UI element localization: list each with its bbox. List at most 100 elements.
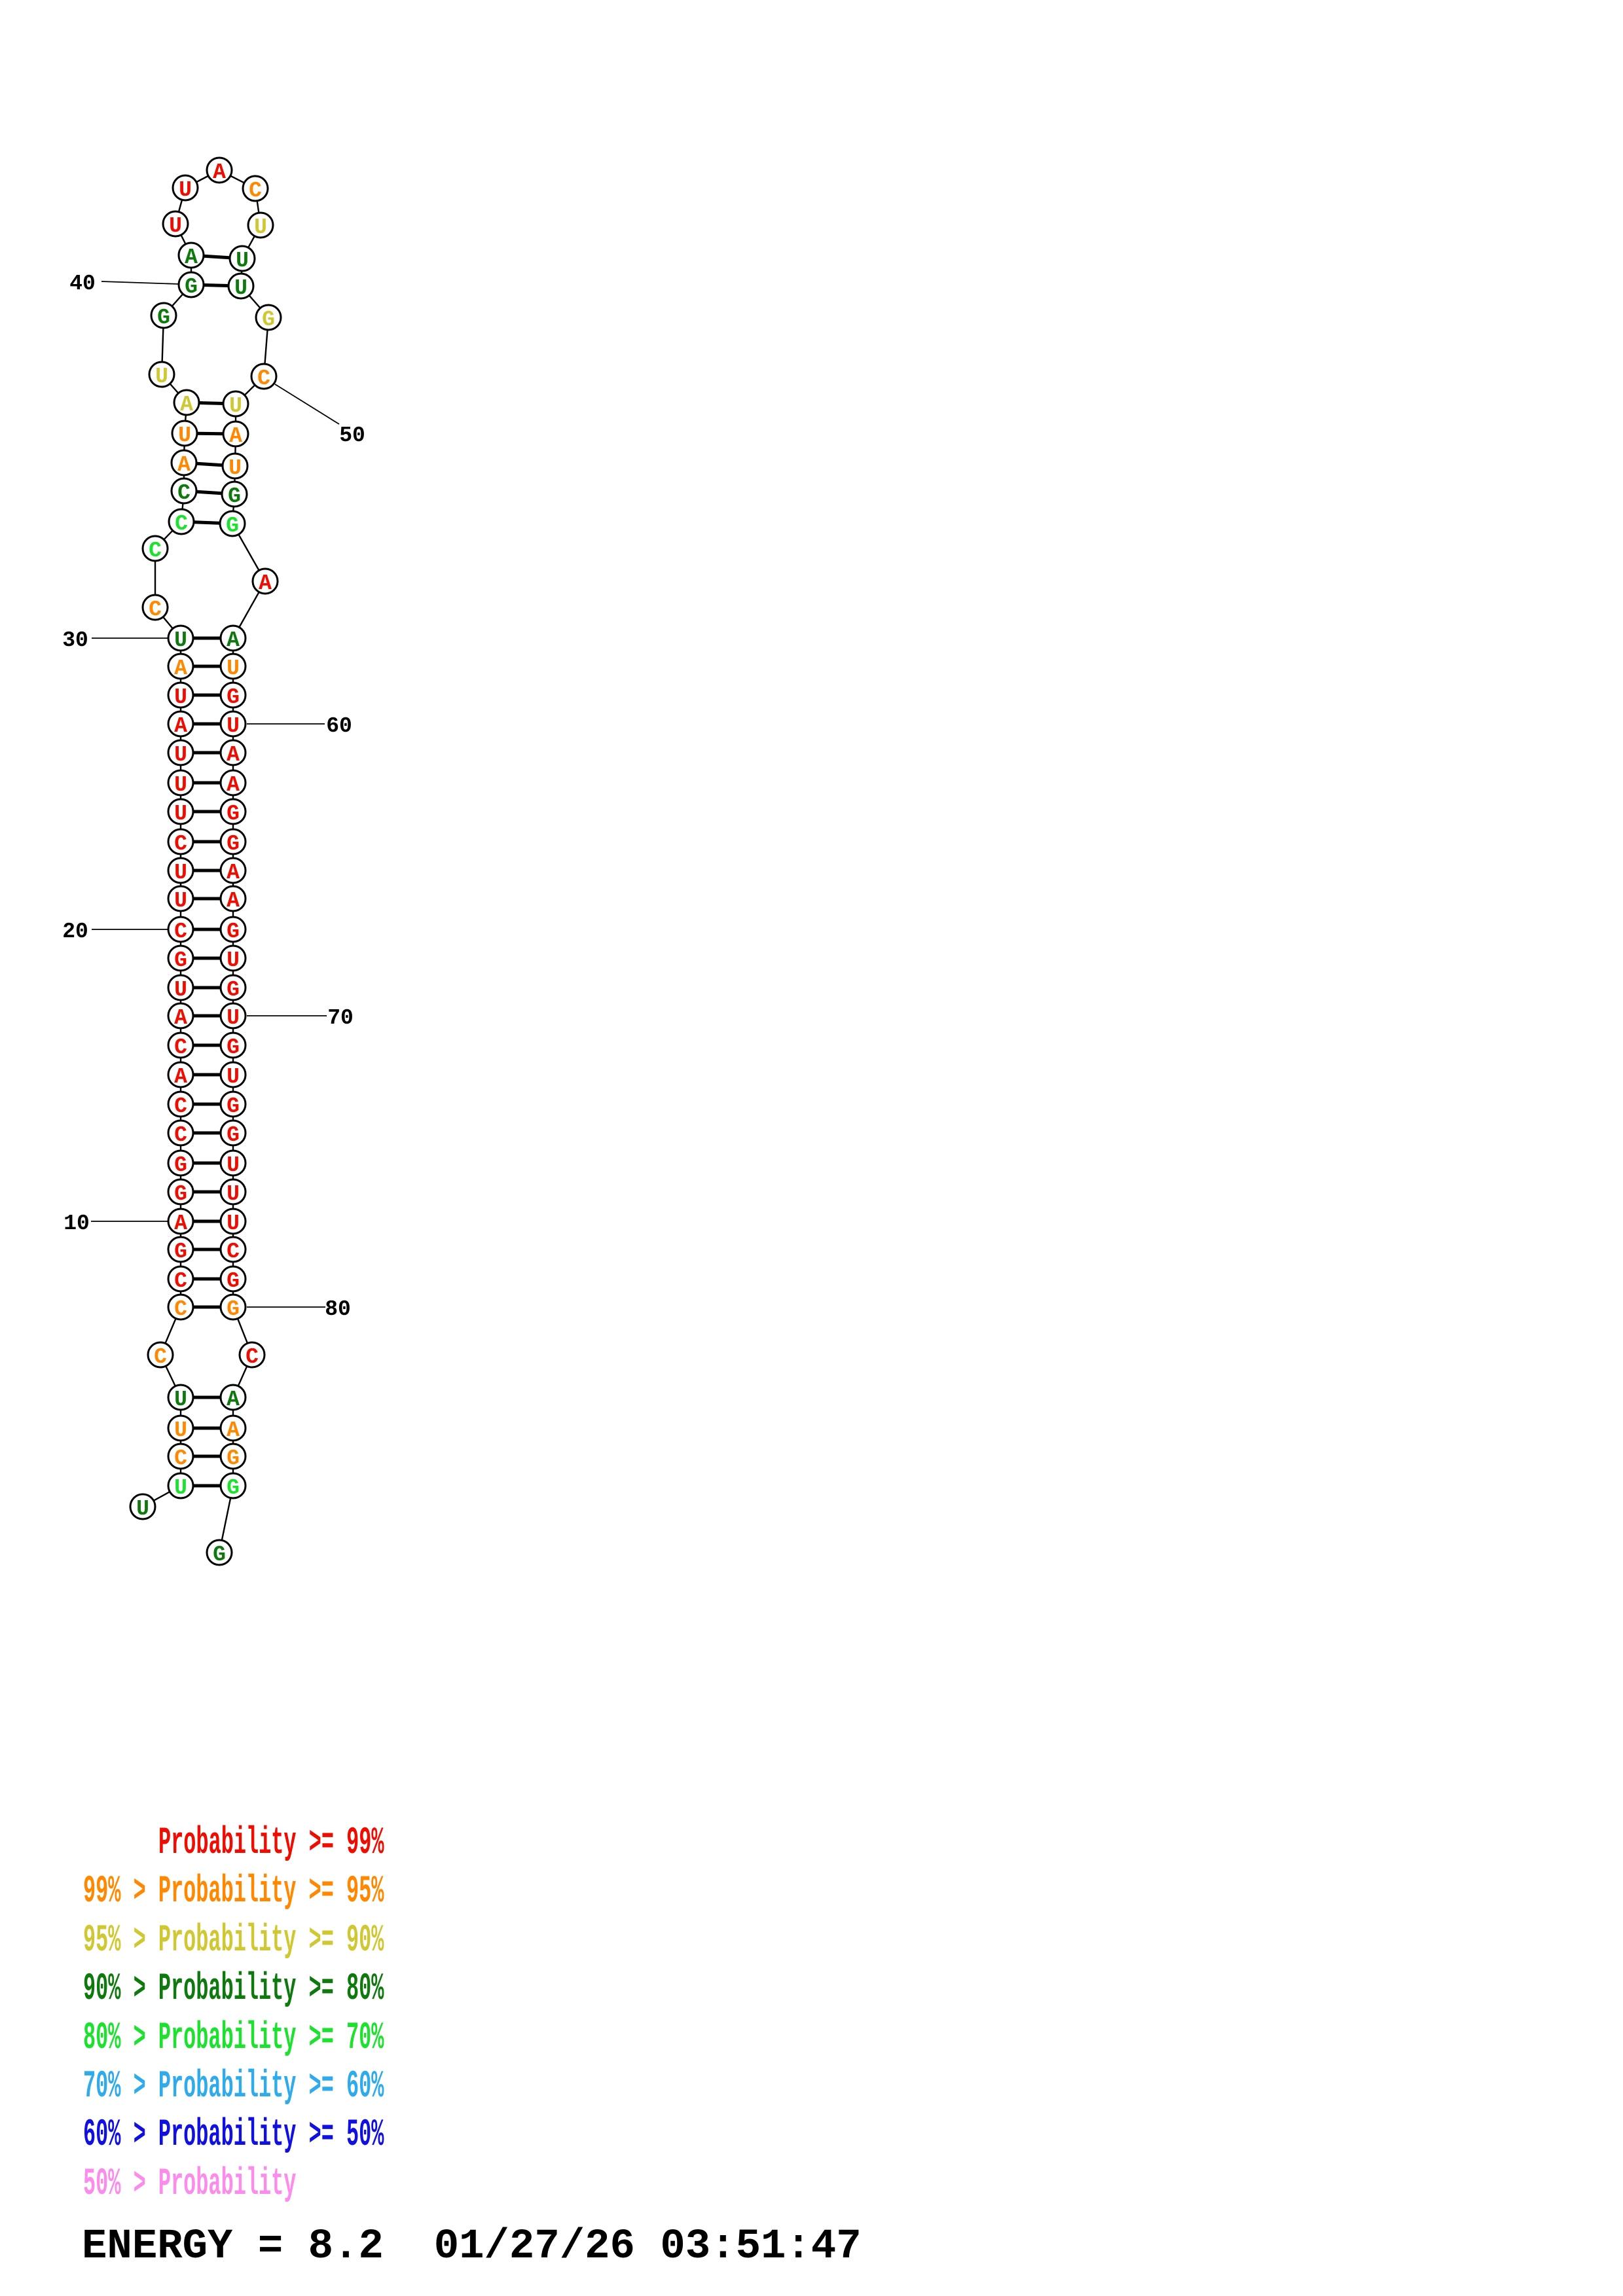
nucleotide-letter: A	[227, 1388, 240, 1412]
nucleotide-circle	[219, 1090, 247, 1118]
nucleotide-letter: G	[227, 1297, 240, 1321]
nucleotide-letter: C	[154, 1345, 167, 1369]
nucleotide-circle	[219, 1178, 247, 1206]
nucleotide-letter: U	[229, 394, 242, 418]
nucleotide-circle	[219, 798, 247, 825]
nucleotide-circle	[219, 1384, 247, 1411]
position-label: 80	[325, 1297, 351, 1321]
nucleotide-letter: A	[259, 571, 272, 596]
nucleotide-circle	[242, 175, 269, 202]
nucleotide-circle	[255, 304, 282, 331]
nucleotide-letter: U	[174, 743, 187, 767]
nucleotide-circle	[167, 1149, 194, 1177]
nucleotide-circle	[219, 828, 247, 855]
nucleotide-letter: U	[227, 1182, 240, 1206]
nucleotide-circle	[167, 828, 194, 855]
nucleotide-circle	[167, 1443, 194, 1470]
nucleotide-letter: C	[174, 1123, 187, 1147]
nucleotide-letter: A	[174, 714, 187, 738]
nucleotide-letter: A	[174, 656, 187, 681]
legend-row-p50: 60% > Probability >= 50%	[83, 2114, 384, 2157]
nucleotide-letter: C	[246, 1345, 259, 1369]
nucleotide-letter: U	[174, 978, 187, 1002]
nucleotide-circle	[238, 1341, 266, 1369]
nucleotide-circle	[167, 798, 194, 825]
nucleotide-letter: C	[227, 1240, 240, 1264]
nucleotide-letter: U	[234, 276, 247, 300]
nucleotide-letter: G	[227, 1446, 240, 1471]
nucleotide-circle	[170, 449, 198, 476]
nucleotide-letter: U	[174, 628, 187, 653]
nucleotide-circle	[221, 452, 249, 480]
nucleotide-circle	[173, 389, 200, 416]
nucleotide-letter: C	[174, 1269, 187, 1293]
nucleotide-letter: A	[174, 1006, 187, 1030]
nucleotide-letter: G	[227, 832, 240, 856]
nucleotide-circle	[167, 1236, 194, 1263]
nucleotide-circle	[167, 1472, 194, 1499]
nucleotide-circle	[167, 1208, 194, 1235]
nucleotide-letter: U	[174, 685, 187, 709]
position-label: 20	[62, 920, 88, 944]
nucleotide-letter: A	[227, 861, 240, 885]
nucleotide-circle	[148, 361, 175, 388]
nucleotide-circle	[167, 1031, 194, 1059]
nucleotide-circle	[206, 156, 233, 184]
nucleotide-circle	[167, 739, 194, 766]
legend-row-p95: 99% > Probability >= 95%	[83, 1871, 384, 1914]
nucleotide-letter: C	[174, 1035, 187, 1060]
position-label: 60	[326, 714, 352, 738]
nucleotide-circle	[219, 1149, 247, 1177]
nucleotide-circle	[206, 1539, 233, 1566]
nucleotide-letter: C	[177, 481, 191, 505]
nucleotide-letter: U	[174, 773, 187, 797]
nucleotide-letter: U	[227, 1065, 240, 1089]
nucleotide-circle	[167, 1119, 194, 1147]
energy-timestamp-line: ENERGY = 8.2 01/27/26 03:51:47	[82, 2223, 862, 2270]
nucleotide-circle	[167, 624, 194, 652]
nucleotide-circle	[219, 1443, 247, 1470]
nucleotide-letter: U	[174, 1418, 187, 1443]
nucleotide-letter: U	[254, 215, 267, 240]
nucleotide-letter: G	[227, 1123, 240, 1147]
nucleotide-letter: U	[179, 178, 192, 202]
nucleotide-letter: G	[227, 920, 240, 944]
nucleotide-circle	[219, 739, 247, 766]
nucleotide-circle	[167, 681, 194, 709]
nucleotide-circle	[219, 944, 247, 972]
nucleotide-circle	[147, 1341, 174, 1369]
nucleotide-letter: U	[178, 423, 191, 448]
legend-row-p80: 90% > Probability >= 80%	[83, 1968, 384, 2011]
nucleotide-letter: G	[227, 1094, 240, 1119]
nucleotide-circle	[219, 653, 247, 680]
nucleotide-circle	[171, 420, 198, 447]
nucleotide-circle	[219, 885, 247, 912]
nucleotide-letter: A	[227, 743, 240, 767]
nucleotide-letter: U	[174, 802, 187, 826]
nucleotide-circle	[167, 1414, 194, 1442]
nucleotide-circle	[247, 211, 274, 239]
nucleotide-letter: G	[185, 275, 198, 299]
nucleotide-letter: U	[227, 1006, 240, 1030]
position-label-leader	[101, 281, 180, 285]
nucleotide-circle	[162, 210, 189, 238]
nucleotide-letter: A	[227, 889, 240, 913]
nucleotide-letter: G	[174, 1153, 187, 1177]
nucleotide-letter: A	[227, 1418, 240, 1443]
nucleotide-circle	[177, 242, 205, 269]
position-label: 70	[327, 1006, 354, 1030]
nucleotide-circle	[219, 1002, 247, 1030]
nucleotide-circle	[167, 857, 194, 884]
nucleotide-letter: C	[174, 920, 187, 944]
nucleotide-circle	[219, 710, 247, 738]
nucleotide-circle	[219, 510, 246, 537]
nucleotide-circle	[167, 1265, 194, 1293]
nucleotide-letter: U	[174, 1476, 187, 1500]
nucleotide-circle	[168, 508, 195, 535]
nucleotide-circle	[219, 1265, 247, 1293]
nucleotide-letter: C	[257, 367, 270, 391]
nucleotide-letter: G	[174, 1240, 187, 1264]
nucleotide-letter: A	[174, 1211, 187, 1236]
